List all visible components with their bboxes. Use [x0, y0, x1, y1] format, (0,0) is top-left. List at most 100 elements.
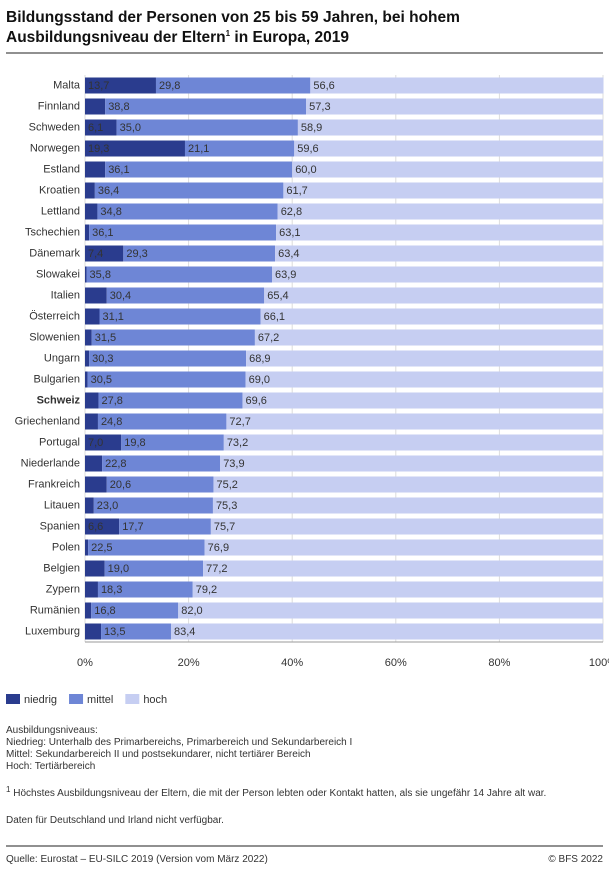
legend-label: mittel [87, 694, 113, 706]
source: Quelle: Eurostat – EU-SILC 2019 (Version… [6, 854, 268, 865]
bar-segment [306, 98, 603, 115]
y-tick-label: Niederlande [21, 457, 80, 469]
bar-segment [264, 287, 603, 304]
value-label: 6,1 [88, 122, 103, 134]
y-tick-label: Ungarn [44, 352, 80, 364]
y-tick-label: Estland [43, 163, 80, 175]
value-label: 21,1 [188, 143, 209, 155]
bar-segment [102, 455, 221, 472]
value-label: 31,1 [103, 311, 124, 323]
legend-swatch [125, 694, 140, 704]
bar-segment [294, 140, 603, 157]
y-tick-label: Luxemburg [25, 625, 80, 637]
y-tick-label: Belgien [43, 562, 80, 574]
bar-segment [184, 140, 295, 157]
chart-title: Ausbildungsniveau der Eltern1 in Europa,… [6, 29, 349, 46]
y-tick-label: Österreich [29, 310, 80, 322]
y-tick-label: Spanien [40, 520, 80, 532]
y-tick-label: Kroatien [39, 184, 80, 196]
y-tick-label: Rumänien [30, 604, 80, 616]
value-label: 23,0 [97, 500, 118, 512]
value-label: 30,3 [92, 353, 113, 365]
bar-segment [105, 98, 307, 115]
legend-swatch [69, 694, 84, 704]
bar-segment [85, 224, 90, 241]
bar-segment [123, 245, 276, 262]
value-label: 22,8 [105, 458, 126, 470]
x-tick-label: 80% [488, 657, 510, 669]
y-tick-label: Norwegen [30, 142, 80, 154]
bar-segment [220, 455, 603, 472]
x-tick-label: 60% [385, 657, 407, 669]
bar-segment [254, 329, 604, 346]
bar-segment [85, 581, 98, 598]
note: Niedrieg: Unterhalb des Primarbereichs, … [6, 737, 352, 748]
bar-segment [85, 371, 88, 388]
value-label: 36,1 [92, 227, 113, 239]
chart-title: Bildungsstand der Personen von 25 bis 59… [6, 9, 460, 26]
value-label: 63,4 [278, 248, 299, 260]
bar-segment [121, 434, 224, 451]
title-superscript: 1 [226, 29, 231, 38]
value-label: 68,9 [249, 353, 270, 365]
y-tick-label: Dänemark [29, 247, 80, 259]
bar-segment [94, 182, 284, 199]
bar-segment [85, 140, 185, 157]
x-tick-label: 100% [589, 657, 609, 669]
bar-segment [105, 161, 293, 178]
bar-segment [85, 434, 122, 451]
value-label: 19,3 [88, 143, 109, 155]
bar-segment [213, 476, 604, 493]
bar-segment [106, 476, 214, 493]
bar-segment [246, 350, 603, 367]
y-tick-label: Tschechien [25, 226, 80, 238]
y-tick-label: Griechenland [15, 415, 80, 427]
bar-segment [97, 203, 278, 220]
bar-segment [275, 245, 604, 262]
bar-segment [88, 539, 205, 556]
note: Hoch: Tertiärbereich [6, 761, 95, 772]
bar-segment [97, 413, 227, 430]
y-tick-label: Polen [52, 541, 80, 553]
bar-segment [85, 161, 106, 178]
remark: Daten für Deutschland und Irland nicht v… [6, 815, 224, 826]
value-label: 56,6 [313, 80, 334, 92]
value-label: 7,0 [88, 437, 103, 449]
bar-segment [271, 266, 603, 283]
y-tick-label: Bulgarien [34, 373, 80, 385]
bar-segment [85, 308, 100, 325]
y-tick-label: Schweiz [37, 394, 81, 406]
y-tick-label: Lettland [41, 205, 80, 217]
bar-segment [85, 203, 98, 220]
value-label: 69,0 [249, 374, 270, 386]
bar-segment [85, 455, 103, 472]
y-tick-label: Malta [53, 79, 81, 91]
bar-segment [85, 245, 124, 262]
value-label: 13,5 [104, 626, 125, 638]
value-label: 62,8 [281, 206, 302, 218]
legend-label: hoch [143, 694, 167, 706]
value-label: 65,4 [267, 290, 288, 302]
bar-segment [116, 119, 298, 136]
y-tick-label: Italien [51, 289, 80, 301]
bar-segment [106, 287, 265, 304]
bar-segment [204, 539, 603, 556]
title-line: Bildungsstand der Personen von 25 bis 59… [6, 9, 460, 26]
title-line: Ausbildungsniveau der Eltern [6, 29, 226, 46]
bar-segment [85, 623, 102, 640]
footnote: 1 Höchstes Ausbildungsniveau der Eltern,… [6, 785, 546, 799]
value-label: 31,5 [95, 332, 116, 344]
bar-segment [85, 98, 106, 115]
bar-segment [178, 602, 604, 619]
value-label: 67,2 [258, 332, 279, 344]
value-label: 75,3 [216, 500, 237, 512]
value-label: 34,8 [100, 206, 121, 218]
bar-segment [276, 224, 603, 241]
bar-segment [87, 371, 246, 388]
bar-segment [85, 287, 107, 304]
bar-segment [85, 413, 98, 430]
value-label: 66,1 [264, 311, 285, 323]
bar-segment [85, 602, 92, 619]
bar-segment [89, 350, 247, 367]
bar-segment [85, 329, 92, 346]
